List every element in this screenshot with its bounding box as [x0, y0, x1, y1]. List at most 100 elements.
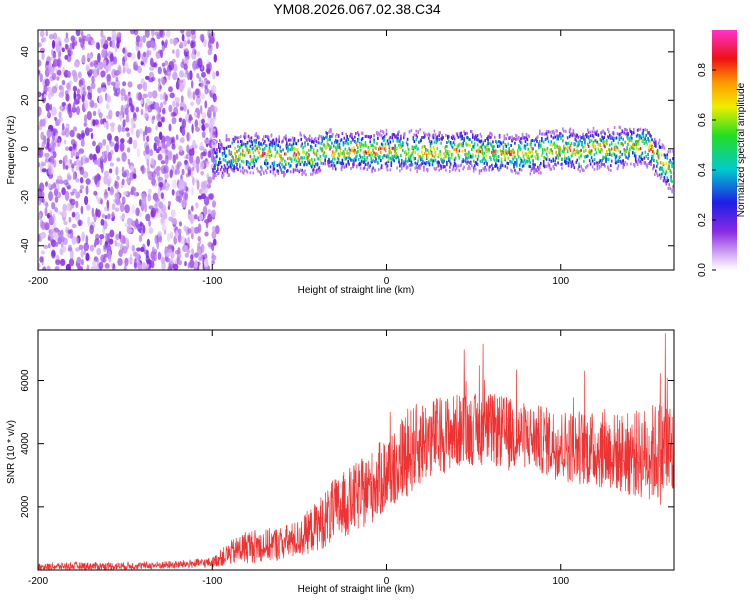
carrier-cell	[450, 144, 453, 148]
carrier-cell	[248, 149, 251, 152]
carrier-cell	[613, 145, 616, 149]
carrier-cell	[561, 157, 563, 161]
carrier-cell	[225, 138, 228, 142]
carrier-cell	[381, 136, 384, 140]
carrier-cell	[309, 134, 311, 138]
carrier-cell	[296, 163, 299, 167]
carrier-cell	[528, 164, 531, 168]
noise-speck	[41, 197, 45, 203]
carrier-cell	[316, 163, 319, 167]
noise-speck	[203, 258, 209, 268]
carrier-cell	[305, 152, 307, 156]
carrier-cell	[292, 168, 295, 172]
carrier-cell	[277, 171, 279, 175]
carrier-cell	[240, 135, 242, 139]
carrier-cell	[298, 158, 301, 162]
carrier-cell	[462, 144, 464, 148]
carrier-cell	[252, 151, 255, 154]
carrier-cell	[527, 155, 530, 158]
carrier-cell	[335, 140, 338, 144]
carrier-cell	[303, 163, 305, 167]
noise-speck	[161, 62, 165, 67]
carrier-cell	[475, 137, 478, 141]
carrier-cell	[577, 143, 579, 147]
carrier-cell	[564, 158, 566, 162]
carrier-cell	[672, 185, 674, 188]
carrier-cell	[388, 144, 391, 148]
noise-speck	[40, 250, 46, 255]
noise-speck	[170, 244, 174, 251]
carrier-cell	[372, 149, 374, 153]
noise-speck	[124, 204, 130, 214]
noise-speck	[181, 168, 185, 176]
carrier-cell	[587, 130, 590, 134]
noise-speck	[186, 131, 190, 142]
carrier-cell	[404, 159, 407, 163]
carrier-cell	[262, 138, 264, 142]
carrier-cell	[256, 157, 258, 161]
carrier-cell	[670, 176, 672, 180]
carrier-cell	[363, 159, 366, 163]
carrier-cell	[266, 152, 269, 156]
carrier-cell	[648, 139, 650, 143]
carrier-cell	[308, 161, 310, 165]
carrier-cell	[374, 155, 376, 159]
noise-speck	[75, 191, 81, 199]
carrier-cell	[220, 174, 223, 178]
carrier-cell	[400, 143, 402, 147]
noise-speck	[139, 35, 143, 43]
noise-speck	[167, 265, 173, 270]
carrier-cell	[242, 142, 245, 146]
carrier-cell	[528, 150, 531, 154]
carrier-cell	[334, 149, 337, 153]
carrier-cell	[422, 161, 424, 165]
carrier-cell	[281, 162, 283, 166]
carrier-cell	[418, 140, 420, 144]
noise-speck	[155, 125, 158, 131]
carrier-cell	[504, 158, 507, 162]
noise-speck	[184, 261, 187, 267]
carrier-cell	[585, 166, 587, 169]
carrier-cell	[438, 168, 440, 172]
spectrogram-xlabel: Height of straight line (km)	[298, 285, 415, 296]
noise-speck	[183, 104, 187, 112]
noise-speck	[76, 133, 81, 139]
carrier-cell	[564, 156, 566, 160]
carrier-cell	[289, 164, 292, 168]
carrier-cell	[233, 139, 235, 143]
noise-speck	[111, 39, 115, 49]
carrier-cell	[520, 159, 523, 163]
noise-speck	[160, 160, 166, 165]
carrier-cell	[357, 158, 360, 161]
carrier-cell	[377, 136, 379, 140]
carrier-cell	[485, 160, 487, 164]
noise-speck	[133, 258, 137, 268]
noise-speck	[70, 191, 75, 196]
carrier-cell	[581, 136, 583, 140]
carrier-cell	[313, 152, 316, 156]
noise-speck	[166, 233, 171, 242]
noise-speck	[211, 128, 216, 133]
carrier-cell	[429, 147, 432, 150]
carrier-cell	[406, 146, 409, 150]
carrier-cell	[317, 137, 320, 141]
noise-speck	[103, 175, 108, 185]
noise-speck	[94, 119, 99, 126]
carrier-cell	[632, 151, 634, 155]
carrier-cell	[262, 150, 264, 154]
noise-speck	[47, 183, 52, 189]
carrier-cell	[218, 160, 220, 164]
carrier-cell	[559, 146, 561, 150]
carrier-cell	[470, 129, 472, 133]
carrier-cell	[566, 146, 569, 150]
noise-speck	[122, 81, 127, 87]
carrier-cell	[612, 130, 615, 134]
noise-speck	[56, 69, 62, 76]
noise-speck	[68, 244, 72, 251]
carrier-cell	[623, 163, 625, 167]
carrier-cell	[556, 129, 558, 133]
carrier-cell	[583, 137, 585, 141]
noise-speck	[189, 214, 195, 224]
carrier-cell	[355, 158, 357, 162]
